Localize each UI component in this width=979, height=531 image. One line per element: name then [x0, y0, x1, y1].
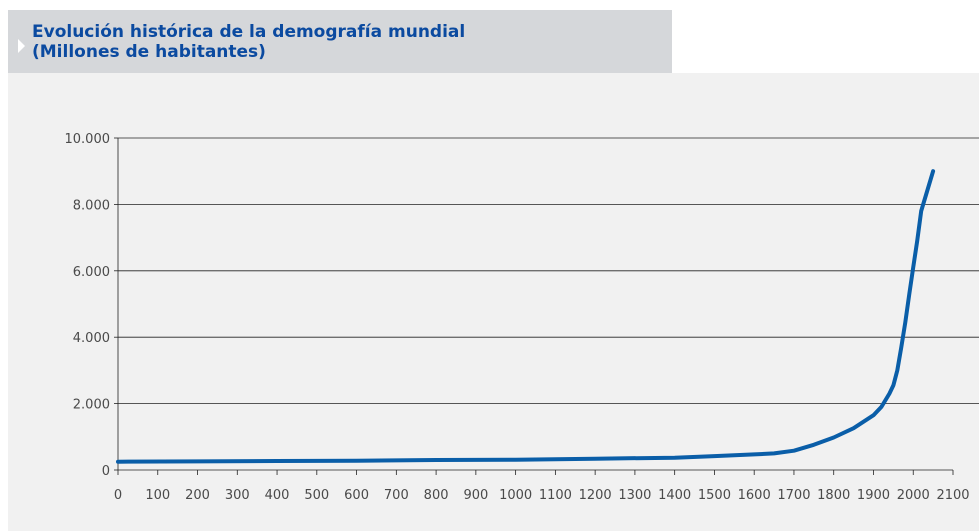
- x-tick-label: 800: [424, 488, 449, 503]
- population-line: [116, 169, 936, 464]
- chart-title: Evolución histórica de la demografía mun…: [32, 22, 466, 42]
- y-tick-labels: 0 2.000 4.000 6.000 8.000 10.000: [65, 132, 111, 479]
- x-tick-label: 1500: [698, 488, 731, 503]
- y-tick-label: 10.000: [65, 132, 111, 147]
- x-tick-label: 1800: [817, 488, 850, 503]
- x-tick-label: 0: [114, 488, 122, 503]
- x-tick-label: 100: [145, 488, 170, 503]
- x-tick-label: 200: [185, 488, 210, 503]
- x-tick-label: 900: [463, 488, 488, 503]
- x-tick-label: 300: [225, 488, 250, 503]
- x-tick-label: 1600: [738, 488, 771, 503]
- x-tick-label: 1700: [777, 488, 810, 503]
- x-tick-label: 500: [304, 488, 329, 503]
- x-tick-label: 1200: [579, 488, 612, 503]
- y-tick-label: 6.000: [73, 265, 110, 280]
- chart-subtitle: (Millones de habitantes): [32, 42, 266, 62]
- y-tick-label: 4.000: [73, 331, 110, 346]
- grid-layer: [118, 137, 979, 405]
- x-tick-label: 2100: [936, 488, 969, 503]
- x-tick-label: 2000: [897, 488, 930, 503]
- x-tick-label: 600: [344, 488, 369, 503]
- chart-title-block: Evolución histórica de la demografía mun…: [32, 22, 465, 62]
- title-arrow-icon: [18, 39, 25, 53]
- x-tick-label: 1900: [857, 488, 890, 503]
- y-tick-label: 8.000: [73, 198, 110, 213]
- x-tick-label: 700: [384, 488, 409, 503]
- x-tick-label: 1100: [539, 488, 572, 503]
- series-layer: [116, 169, 936, 464]
- x-tick-label: 1400: [658, 488, 691, 503]
- title-band: Evolución histórica de la demografía mun…: [8, 10, 672, 73]
- x-tick-labels: 0 100 200 300 400 500 600 700 800 900 1000 1100 1200…: [114, 488, 970, 503]
- y-tick-label: 2.000: [73, 398, 110, 413]
- axis-layer: [114, 137, 954, 475]
- plot-background: [8, 73, 979, 531]
- y-tick-label: 0: [102, 464, 110, 479]
- x-tick-label: 1300: [618, 488, 651, 503]
- x-tick-label: 400: [265, 488, 290, 503]
- x-tick-label: 1000: [499, 488, 532, 503]
